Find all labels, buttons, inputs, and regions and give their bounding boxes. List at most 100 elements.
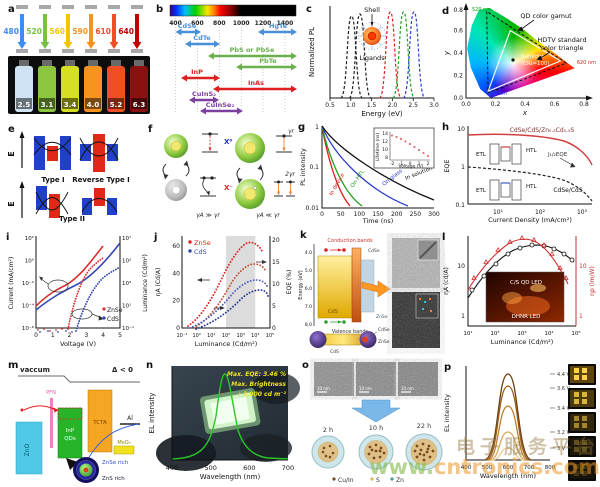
- jv-curve-znse: [35, 245, 104, 307]
- axes: [465, 366, 550, 461]
- nm620-label: 620 nm: [577, 60, 596, 66]
- x-axis-label: Luminance (Cd/m²): [195, 340, 258, 348]
- svg-text:250: 250: [410, 211, 422, 218]
- svg-text:0.6: 0.6: [550, 101, 560, 108]
- voltage-label: 3 V: [557, 446, 566, 452]
- legend-cds: CdS: [194, 248, 207, 256]
- svg-text:0.1: 0.1: [455, 202, 465, 209]
- level-diagram-2gr: [274, 180, 295, 197]
- svg-text:1.0: 1.0: [346, 102, 356, 109]
- svg-text:10¹: 10¹: [463, 330, 472, 337]
- y-ticks-left: 10² 10⁰ 10⁻² 10⁻⁴ 10⁻⁶: [22, 235, 35, 332]
- panel-p: p 4.4 V 3.6 V 3.4 V 3.2 V 3 V 400 500 600…: [442, 358, 598, 484]
- svg-text:5: 5: [118, 332, 122, 339]
- axes: [467, 236, 576, 327]
- inset-y-label: Lifetime (ns): [375, 133, 381, 162]
- arrowhead-icon: [53, 407, 59, 413]
- hole-transfer: [324, 320, 346, 324]
- down-arrow-icon: [63, 14, 73, 49]
- qd-core: [243, 187, 257, 201]
- svg-text:0: 0: [409, 161, 412, 167]
- panel-o: o 10 nm 10 nm 10 nm 2 h 10 h 22 h Cu/In …: [300, 358, 443, 484]
- svg-text:600: 600: [191, 20, 204, 27]
- svg-text:10³: 10³: [237, 333, 245, 339]
- cds-label: CdS: [328, 309, 338, 315]
- svg-text:10¹: 10¹: [207, 333, 215, 339]
- sunlight-point: [511, 58, 515, 62]
- panel-l: l 10 1 10 1 10¹ 10² 10³ 10⁴ 10⁵ Luminance (C…: [442, 228, 598, 354]
- inset-y-ticks: 14 12 10 8: [382, 131, 388, 161]
- type2-structure-b: [81, 188, 118, 215]
- time-label-22h: 22 h: [417, 422, 431, 430]
- svg-text:10: 10: [457, 263, 465, 270]
- cdse-label: CdSe: [368, 248, 380, 254]
- svg-text:10⁵: 10⁵: [571, 330, 580, 337]
- panel-label: p: [444, 362, 451, 373]
- svg-text:10³: 10³: [122, 280, 131, 287]
- rod-cds-label: CdS: [330, 349, 339, 355]
- panel-n: n Max. EQE: 3.46 % Max. Brightness : 3,9…: [146, 358, 300, 484]
- y-ticks-right: 0 5 10 15 20: [272, 237, 280, 332]
- el-curve-3p6v: [485, 385, 531, 461]
- series2-label: CdSe/CdS: [553, 187, 583, 194]
- panel-label: c: [306, 4, 312, 15]
- moo3-label: MoO₃: [117, 440, 130, 446]
- scale-label: 10 nm: [359, 386, 372, 391]
- voltage-label: 3.2 V: [557, 430, 571, 436]
- time-label-2h: 2 h: [323, 426, 333, 434]
- znse-eta-curve: [187, 241, 263, 327]
- valence-bands-label: Valence bands: [332, 329, 369, 335]
- pl-peaks: [340, 11, 426, 99]
- svg-text:10⁵: 10⁵: [122, 258, 131, 265]
- x-axis-label: Voltage (V): [60, 340, 96, 348]
- inp-label-2: QDs: [64, 436, 76, 442]
- svg-text:2.5: 2.5: [408, 102, 418, 109]
- energy-axis-label: Energy (eV): [298, 270, 304, 300]
- svg-text:700: 700: [282, 464, 294, 472]
- svg-text:300: 300: [428, 211, 440, 218]
- x-ticks: 400 500 600 700 800: [461, 465, 556, 471]
- regime-label-1: γA ≫ γr: [196, 212, 220, 219]
- x-ticks: 10¹ 10² 10³ 10⁴ 10⁵: [463, 330, 580, 337]
- svg-text:10: 10: [579, 263, 587, 270]
- axes: [321, 126, 434, 209]
- svg-text:1: 1: [315, 124, 319, 131]
- hdtv-label-2: color triangle: [540, 44, 583, 52]
- voltage-label: 3.4 V: [557, 406, 571, 412]
- qd-core: [170, 140, 182, 152]
- x-ticks: 0.5 1.0 1.5 2.0 2.5 3.0: [325, 102, 439, 109]
- wavelength-label: 480: [3, 27, 19, 36]
- energy-label-2: E: [7, 201, 16, 206]
- svg-text:-1: -1: [399, 161, 404, 167]
- svg-text:12: 12: [382, 139, 388, 145]
- svg-text:0.6: 0.6: [453, 28, 463, 35]
- x-ticks: 0 1 2 3 4 5: [34, 332, 122, 339]
- svg-text:10⁻⁶: 10⁻⁶: [22, 325, 35, 332]
- svg-text:0.5: 0.5: [325, 102, 335, 109]
- svg-text:150: 150: [372, 211, 384, 218]
- energy-ticks: 4.0 5.0 6.0 7.0 8.0: [305, 250, 312, 328]
- electron-transfer: [324, 248, 346, 252]
- vacuum-level-line: [18, 375, 140, 383]
- svg-text:50: 50: [337, 211, 345, 218]
- decay-in-device: [321, 125, 351, 207]
- eta-curve-black: [467, 244, 575, 299]
- two-gamma-r-label: 2γr: [285, 171, 295, 178]
- svg-text:15: 15: [272, 259, 280, 266]
- znse-rich-label: ZnSe rich: [102, 460, 129, 466]
- x-ticks: 10¹ 10² 10³: [493, 209, 588, 216]
- panel-label: f: [148, 124, 153, 135]
- voltage-label: 3.6 V: [557, 386, 571, 392]
- svg-text:800: 800: [213, 20, 226, 27]
- double-arrow-icon: [200, 107, 243, 115]
- range-cdte: CdTe: [185, 34, 220, 48]
- panel-label: g: [298, 122, 305, 133]
- vial-4: 4.0: [84, 60, 102, 112]
- panel-m-canvas: m vaccum Δ < 0 ZnO PFN InP QDs TCTA MoO₃…: [8, 360, 140, 483]
- svg-text:10: 10: [382, 147, 388, 153]
- y-axis-label-left: ηA (cd/A): [443, 267, 450, 295]
- cycle-arrow: [185, 163, 190, 177]
- jv-curve-cds: [35, 242, 121, 311]
- svg-text:1: 1: [579, 313, 583, 320]
